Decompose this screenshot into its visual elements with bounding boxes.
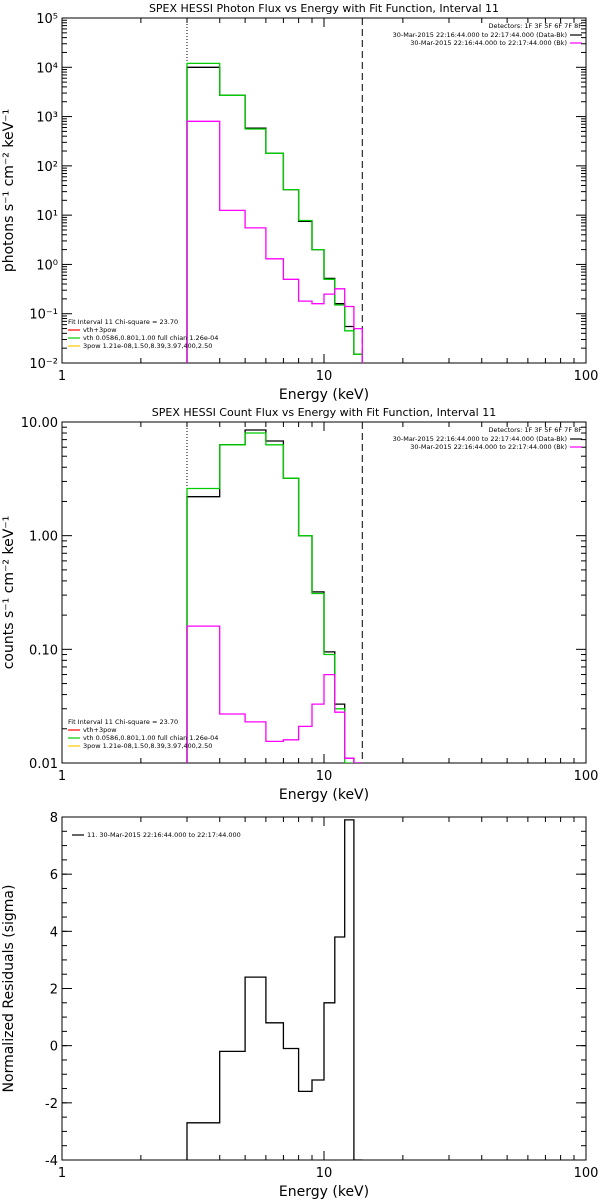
legend-entry: 3pow 1.21e-08,1.50,8.39,3.97,400,2.50: [83, 742, 212, 750]
x-axis-label: Energy (keV): [279, 1184, 369, 1200]
y-tick-label: -2: [45, 1097, 58, 1112]
chart-title: SPEX HESSI Count Flux vs Energy with Fit…: [152, 406, 496, 419]
y-tick-label: 10⁴: [36, 61, 58, 76]
y-tick-label: 0.01: [29, 757, 58, 772]
y-tick-label: 10.00: [21, 416, 58, 431]
legend-entry: 30-Mar-2015 22:16:44.000 to 22:17:44.000…: [393, 31, 567, 39]
x-tick-label: 100: [574, 1166, 599, 1181]
series-1-histogram: [186, 66, 363, 363]
series-3-histogram: [186, 120, 363, 363]
series-2-histogram: [186, 432, 363, 763]
legend-entry: vth+3pow: [83, 726, 117, 734]
chart-panel-1: SPEX HESSI Photon Flux vs Energy with Fi…: [1, 2, 598, 403]
y-tick-label: 2: [50, 983, 58, 998]
legend-entry: 3pow 1.21e-08,1.50,8.39,3.97,400,2.50: [83, 342, 212, 350]
y-tick-label: -4: [45, 1154, 58, 1169]
plot-area: [186, 62, 363, 363]
x-axis-label: Energy (keV): [279, 387, 369, 403]
legend-entry: vth 0.0586,0.801,1.00 full chian 1.26e-0…: [83, 334, 218, 342]
y-tick-label: 4: [50, 925, 58, 940]
y-axis-label: counts s⁻¹ cm⁻² keV⁻¹: [1, 516, 17, 670]
x-tick-label: 1: [58, 769, 66, 784]
y-tick-label: 8: [50, 811, 58, 826]
y-tick-label: 0.10: [29, 643, 58, 658]
y-tick-label: 6: [50, 868, 58, 883]
legend-entry: 11. 30-Mar-2015 22:16:44.000 to 22:17:44…: [87, 831, 241, 839]
y-tick-label: 10²: [36, 160, 58, 175]
legend-entry: vth 0.0586,0.801,1.00 full chian 1.26e-0…: [83, 734, 218, 742]
legend-entry: 30-Mar-2015 22:16:44.000 to 22:17:44.000…: [410, 39, 567, 47]
series-1-histogram: [186, 429, 363, 763]
chart-panel-2: SPEX HESSI Count Flux vs Energy with Fit…: [1, 406, 598, 803]
y-tick-label: 10¹: [36, 209, 58, 224]
x-tick-label: 1: [58, 369, 66, 384]
x-tick-label: 100: [574, 769, 599, 784]
y-tick-label: 10⁻¹: [29, 308, 58, 323]
y-tick-label: 10⁰: [36, 258, 58, 273]
legend-fit-heading: Fit Interval 11 Chi-square = 23.70: [68, 718, 178, 726]
legend-entry: 30-Mar-2015 22:16:44.000 to 22:17:44.000…: [393, 435, 567, 443]
x-tick-label: 10: [316, 769, 333, 784]
legend-entry: vth+3pow: [83, 326, 117, 334]
y-tick-label: 10⁻²: [29, 357, 58, 372]
plot-frame: [61, 816, 587, 1161]
legend-fit-heading: Fit Interval 11 Chi-square = 23.70: [68, 318, 178, 326]
y-axis-label: photons s⁻¹ cm⁻² keV⁻¹: [1, 109, 17, 272]
legend-detectors: Detectors: 1F 3F 5F 6F 7F 8F: [488, 22, 582, 30]
x-axis-label: Energy (keV): [279, 787, 369, 803]
legend-detectors: Detectors: 1F 3F 5F 6F 7F 8F: [488, 426, 582, 434]
chart-title: SPEX HESSI Photon Flux vs Energy with Fi…: [149, 2, 499, 15]
legend-entry: 30-Mar-2015 22:16:44.000 to 22:17:44.000…: [410, 443, 567, 451]
y-tick-label: 0: [50, 1040, 58, 1055]
plot-area: [186, 819, 363, 1160]
series-1-histogram: [186, 819, 363, 1160]
x-tick-label: 10: [316, 369, 333, 384]
y-tick-label: 10³: [36, 111, 58, 126]
plot-frame: [61, 17, 587, 364]
plot-area: [186, 429, 363, 763]
y-tick-label: 1.00: [29, 530, 58, 545]
x-tick-label: 100: [574, 369, 599, 384]
x-tick-label: 10: [316, 1166, 333, 1181]
series-2-histogram: [186, 62, 363, 363]
series-3-histogram: [186, 625, 363, 763]
chart-panel-3: 1 10 100 Energy (keV) -4 -2 0 2 4 6 8 Normalized Re…: [1, 811, 598, 1200]
y-tick-label: 10⁵: [36, 12, 58, 27]
x-tick-label: 1: [58, 1166, 66, 1181]
y-axis-label: Normalized Residuals (sigma): [1, 885, 17, 1093]
